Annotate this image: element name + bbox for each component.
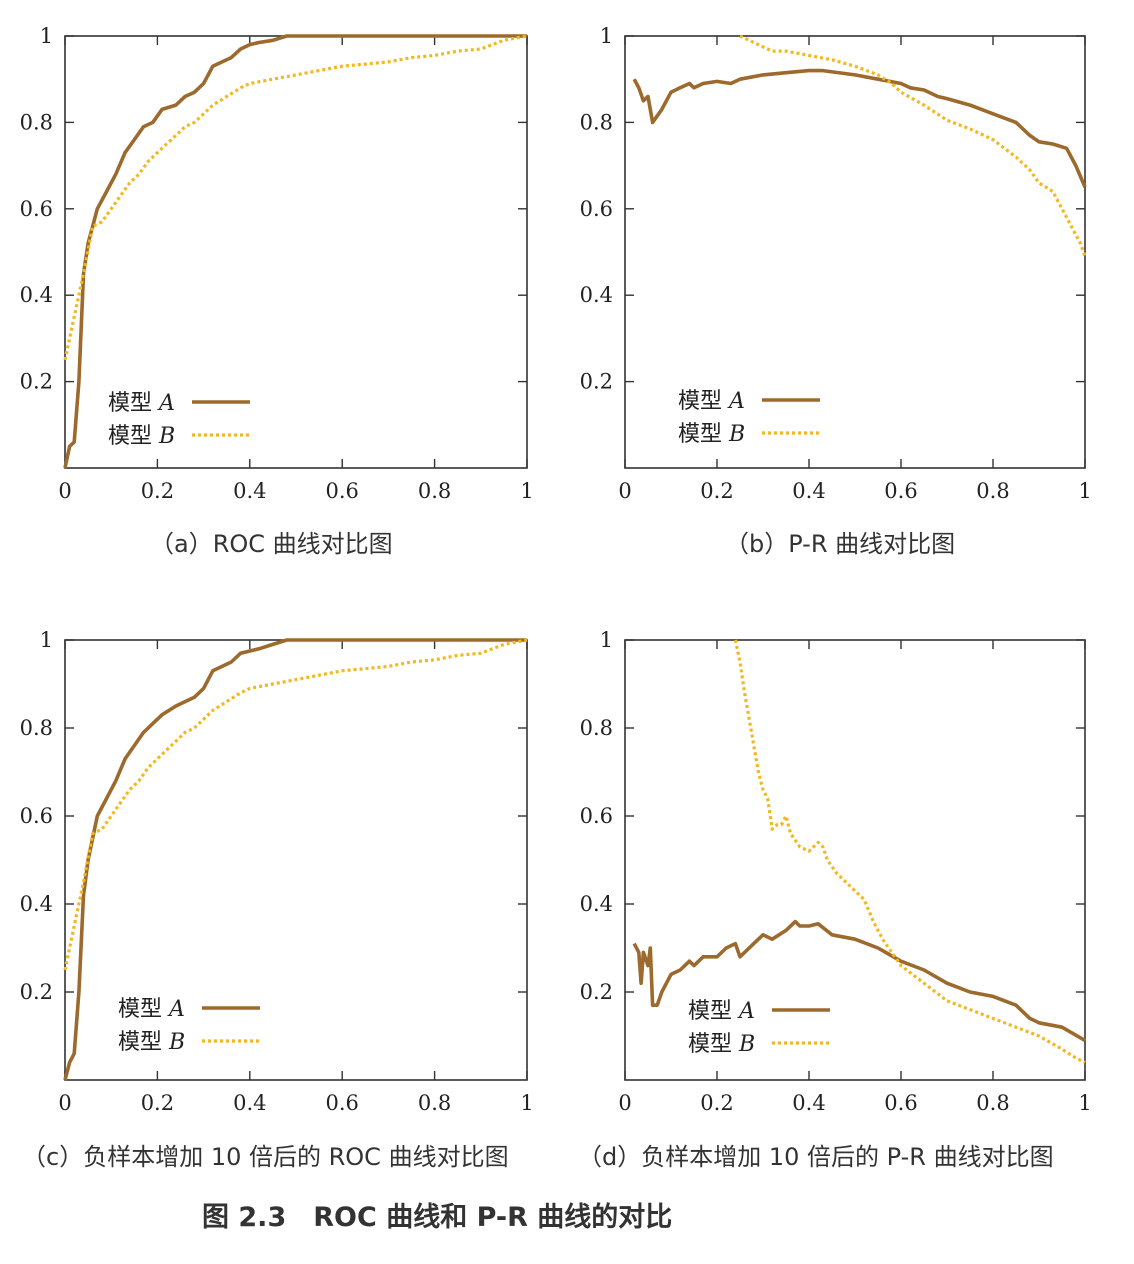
x-tick-label: 0.8	[418, 479, 451, 503]
legend: 模型 A 模型 B	[118, 997, 260, 1055]
series-line-model-a	[63, 638, 527, 1081]
y-tick-label: 0.8	[20, 716, 53, 740]
y-tick-label: 0.6	[580, 197, 613, 221]
x-tick-label: 1	[520, 1091, 533, 1115]
panel-caption: （c）负样本增加 10 倍后的 ROC 曲线对比图	[22, 1143, 509, 1171]
x-tick-label: 1	[1078, 479, 1091, 503]
legend-label-model-a: 模型 A	[108, 391, 175, 416]
panel-caption: （a）ROC 曲线对比图	[150, 530, 393, 558]
series-line-model-b	[739, 34, 1087, 257]
y-tick-label: 0.8	[580, 716, 613, 740]
y-tick-label: 0.4	[580, 892, 613, 916]
x-tick-label: 1	[1078, 1091, 1091, 1115]
legend: 模型 A 模型 B	[678, 389, 820, 447]
legend-label-model-b: 模型 B	[688, 1032, 755, 1057]
y-tick-label: 0.6	[580, 804, 613, 828]
y-tick-label: 0.4	[580, 283, 613, 307]
y-tick-label: 0.6	[20, 197, 53, 221]
x-tick-label: 0.4	[792, 479, 825, 503]
x-tick-label: 0.4	[233, 1091, 266, 1115]
y-tick-label: 1	[600, 24, 613, 48]
x-tick-label: 0.2	[141, 1091, 174, 1115]
chart-panel-c: 0 0.2 0.4 0.6 0.8 1 0.2 0.4 0.6 0.8 1 模型 A 模型 B （c）负样…	[20, 628, 534, 1171]
chart-panel-b: 0 0.2 0.4 0.6 0.8 1 0.2 0.4 0.6 0.8 1 模型 A 模型 B （b）P-…	[580, 24, 1092, 558]
x-tick-label: 0.8	[976, 1091, 1009, 1115]
series-line-model-b	[63, 34, 528, 361]
legend-label-model-b: 模型 B	[118, 1030, 185, 1055]
plot-frame	[624, 35, 1086, 469]
series-line-model-a	[632, 68, 1087, 188]
plot-frame	[624, 639, 1086, 1081]
x-tick-label: 0.4	[233, 479, 266, 503]
legend: 模型 A 模型 B	[108, 391, 250, 449]
x-tick-label: 0.8	[418, 1091, 451, 1115]
series-line-model-b	[63, 638, 528, 971]
x-tick-label: 0.6	[325, 1091, 358, 1115]
x-tick-label: 0	[58, 479, 71, 503]
legend-label-model-a: 模型 A	[688, 999, 755, 1024]
series-line-model-b	[733, 639, 1086, 1064]
x-tick-label: 0.4	[792, 1091, 825, 1115]
y-tick-label: 0.2	[580, 370, 613, 394]
y-tick-label: 0.4	[20, 892, 53, 916]
x-tick-label: 0.2	[141, 479, 174, 503]
x-tick-label: 0	[58, 1091, 71, 1115]
y-tick-label: 0.2	[580, 980, 613, 1004]
y-tick-label: 1	[600, 628, 613, 652]
legend-label-model-b: 模型 B	[108, 424, 175, 449]
legend-label-model-a: 模型 A	[678, 389, 745, 414]
x-tick-label: 0.2	[700, 1091, 733, 1115]
panel-caption: （b）P-R 曲线对比图	[725, 530, 955, 558]
y-tick-label: 1	[40, 24, 53, 48]
x-tick-label: 0	[618, 479, 631, 503]
chart-panel-d: 0 0.2 0.4 0.6 0.8 1 0.2 0.4 0.6 0.8 1 模型 A 模型 B （d）负样…	[578, 628, 1092, 1171]
y-tick-label: 0.2	[20, 980, 53, 1004]
legend-label-model-a: 模型 A	[118, 997, 185, 1022]
x-tick-label: 1	[520, 479, 533, 503]
x-tick-label: 0	[618, 1091, 631, 1115]
chart-panel-a: 0 0.2 0.4 0.6 0.8 1 0.2 0.4 0.6 0.8 1 模型 A 模型 B （a）RO…	[20, 24, 534, 558]
y-tick-label: 1	[40, 628, 53, 652]
x-tick-label: 0.2	[700, 479, 733, 503]
y-tick-label: 0.4	[20, 283, 53, 307]
x-tick-label: 0.8	[976, 479, 1009, 503]
panel-caption: （d）负样本增加 10 倍后的 P-R 曲线对比图	[578, 1143, 1054, 1171]
x-tick-label: 0.6	[884, 1091, 917, 1115]
series-line-model-a	[632, 919, 1086, 1042]
x-tick-label: 0.6	[325, 479, 358, 503]
x-tick-label: 0.6	[884, 479, 917, 503]
y-tick-label: 0.8	[20, 110, 53, 134]
legend-label-model-b: 模型 B	[678, 422, 745, 447]
y-tick-label: 0.8	[580, 110, 613, 134]
y-tick-label: 0.6	[20, 804, 53, 828]
series-line-model-a	[63, 34, 527, 469]
y-tick-label: 0.2	[20, 370, 53, 394]
figure-title: 图 2.3 ROC 曲线和 P-R 曲线的对比	[202, 1201, 672, 1233]
legend: 模型 A 模型 B	[688, 999, 830, 1057]
